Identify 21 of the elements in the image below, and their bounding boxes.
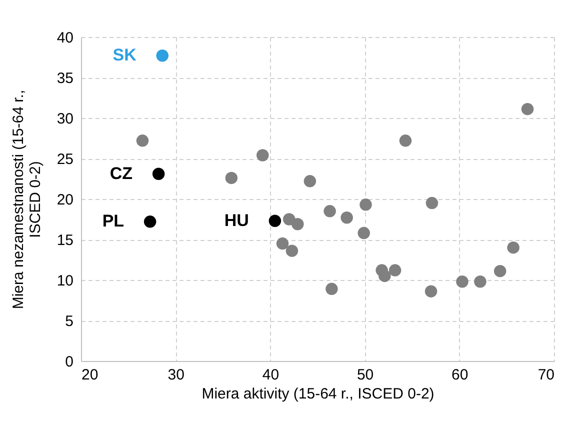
x-tick-label: 30 [168, 366, 184, 384]
x-tick-label: 40 [262, 366, 280, 384]
y-tick-label: 0 [65, 354, 74, 370]
y-tick-label: 10 [56, 272, 74, 290]
y-axis-title: Miera nezamestnanosti (15-64 r., ISCED 0-2) [10, 90, 44, 310]
x-tick-label: 20 [82, 366, 98, 384]
x-axis-title: Miera aktivity (15-64 r., ISCED 0-2) [202, 386, 434, 402]
y-tick-label: 30 [56, 110, 74, 128]
y-tick-label: 15 [56, 232, 74, 249]
y-tick-label: 5 [65, 313, 74, 330]
y-tick-label: 40 [56, 30, 74, 46]
x-tick-label: 70 [538, 366, 554, 384]
x-tick-label: 60 [452, 366, 468, 384]
series-label: HU [224, 210, 249, 230]
series-label: SK [112, 46, 138, 65]
series-label: PL [102, 212, 124, 231]
y-tick-label: 35 [56, 70, 74, 87]
y-tick-label: 20 [56, 192, 74, 208]
y-tick-label: 25 [56, 151, 74, 168]
series-label: CZ [110, 164, 133, 183]
x-tick-label: 50 [356, 366, 374, 384]
